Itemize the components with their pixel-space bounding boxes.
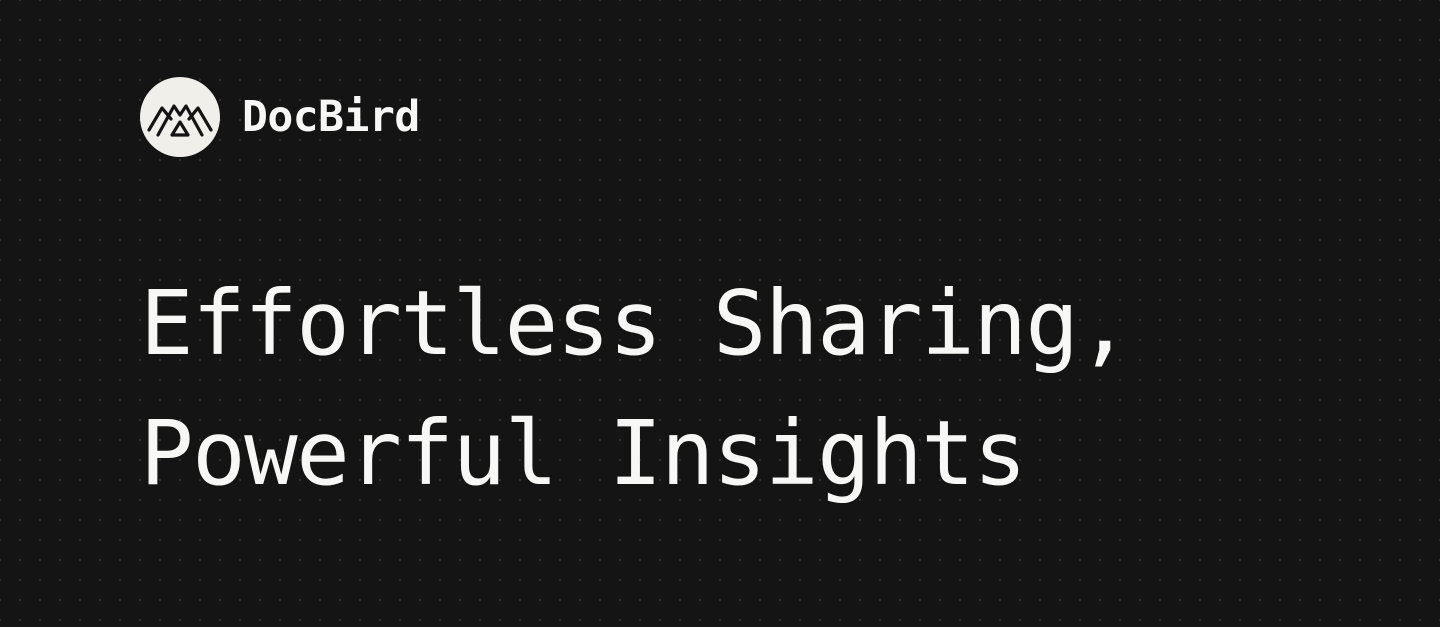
hero-headline: Effortless Sharing, Powerful Insights [140,258,1131,518]
headline-line-1: Effortless Sharing, [140,271,1131,375]
docbird-logo-icon [140,77,220,157]
brand-name: DocBird [242,91,420,142]
headline-line-2: Powerful Insights [140,401,1027,505]
brand-link[interactable]: DocBird [140,77,420,157]
